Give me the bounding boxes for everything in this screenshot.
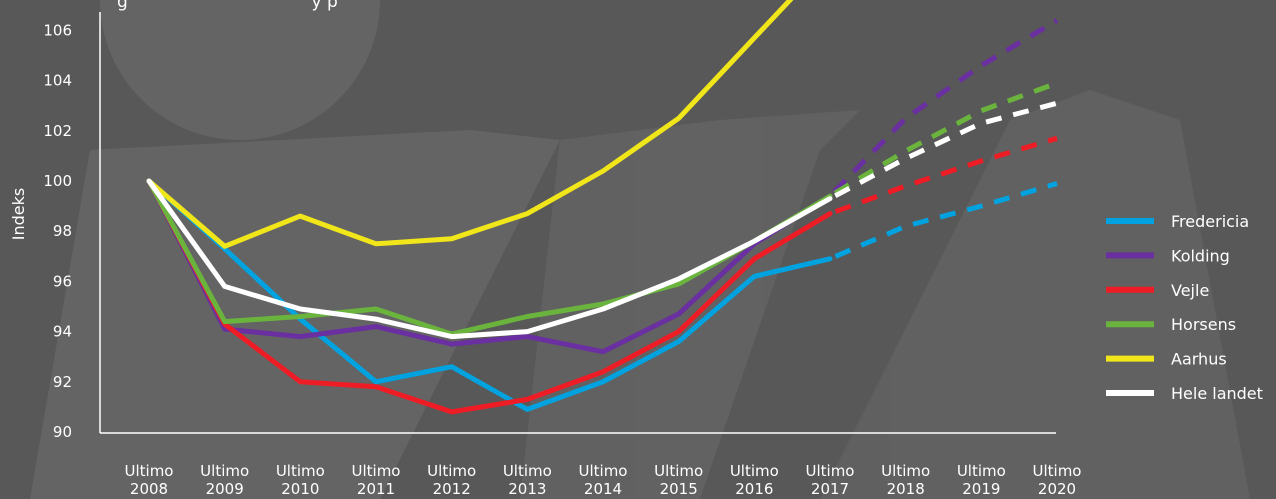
x-tick-label: 2016	[735, 480, 773, 498]
x-tick-label: 2009	[206, 480, 244, 498]
series-projection-fredericia	[829, 181, 1058, 262]
x-tick-labels: Ultimo2008Ultimo2009Ultimo2010Ultimo2011…	[125, 462, 1082, 498]
x-tick-label: 2014	[584, 480, 622, 498]
series-line-fredericia	[146, 178, 833, 412]
y-tick-label: 94	[53, 323, 72, 341]
y-tick-label: 100	[43, 172, 72, 190]
x-tick-label: Ultimo	[200, 462, 249, 480]
x-tick-label: 2008	[130, 480, 168, 498]
x-tick-label: Ultimo	[806, 462, 855, 480]
x-tick-label: Ultimo	[125, 462, 174, 480]
series-line-hele-landet	[146, 178, 833, 340]
x-tick-label: Ultimo	[503, 462, 552, 480]
legend-label-hele-landet: Hele landet	[1171, 384, 1263, 403]
y-tick-labels: 90 92 94 96 98 100 102 104 106	[43, 21, 72, 441]
series-projection-horsens	[828, 80, 1058, 199]
y-tick-label: 96	[53, 272, 72, 290]
x-tick-label: 2017	[811, 480, 849, 498]
series-projection-vejle	[829, 135, 1058, 216]
chart-top-text: g y p	[117, 0, 338, 12]
y-tick-label: 102	[43, 122, 72, 140]
x-tick-label: 2010	[281, 480, 319, 498]
y-tick-label: 106	[43, 21, 72, 39]
y-axis-title: Indeks	[9, 188, 28, 240]
x-tick-label: 2015	[660, 480, 698, 498]
x-tick-label: Ultimo	[427, 462, 476, 480]
x-tick-label: Ultimo	[352, 462, 401, 480]
series-line-kolding	[146, 178, 833, 355]
x-tick-label: 2013	[508, 480, 546, 498]
x-tick-label: 2011	[357, 480, 395, 498]
legend-label-kolding: Kolding	[1171, 246, 1230, 265]
legend-label-aarhus: Aarhus	[1171, 350, 1227, 369]
legend-label-fredericia: Fredericia	[1171, 212, 1249, 231]
series-lines	[146, 0, 1059, 415]
legend-label-vejle: Vejle	[1171, 281, 1209, 300]
x-tick-label: Ultimo	[654, 462, 703, 480]
series-projection-hele-landet	[828, 100, 1058, 201]
x-tick-label: Ultimo	[1033, 462, 1082, 480]
legend-label-horsens: Horsens	[1171, 315, 1236, 334]
x-tick-label: 2018	[887, 480, 925, 498]
x-tick-label: 2020	[1038, 480, 1076, 498]
x-tick-label: Ultimo	[579, 462, 628, 480]
series-projection-kolding	[828, 18, 1059, 198]
x-tick-label: 2019	[962, 480, 1000, 498]
series-line-vejle	[146, 178, 833, 415]
y-tick-label: 104	[43, 72, 72, 90]
legend: Fredericia Kolding Vejle Horsens Aarhus Hele …	[1106, 212, 1263, 403]
x-tick-label: Ultimo	[276, 462, 325, 480]
y-tick-label: 92	[53, 373, 72, 391]
x-tick-label: 2012	[433, 480, 471, 498]
y-tick-label: 98	[53, 222, 72, 240]
x-tick-label: Ultimo	[881, 462, 930, 480]
x-tick-label: Ultimo	[957, 462, 1006, 480]
background-watermark	[30, 0, 1250, 499]
series-line-aarhus	[146, 0, 794, 249]
y-tick-label: 90	[53, 423, 72, 441]
x-tick-label: Ultimo	[730, 462, 779, 480]
